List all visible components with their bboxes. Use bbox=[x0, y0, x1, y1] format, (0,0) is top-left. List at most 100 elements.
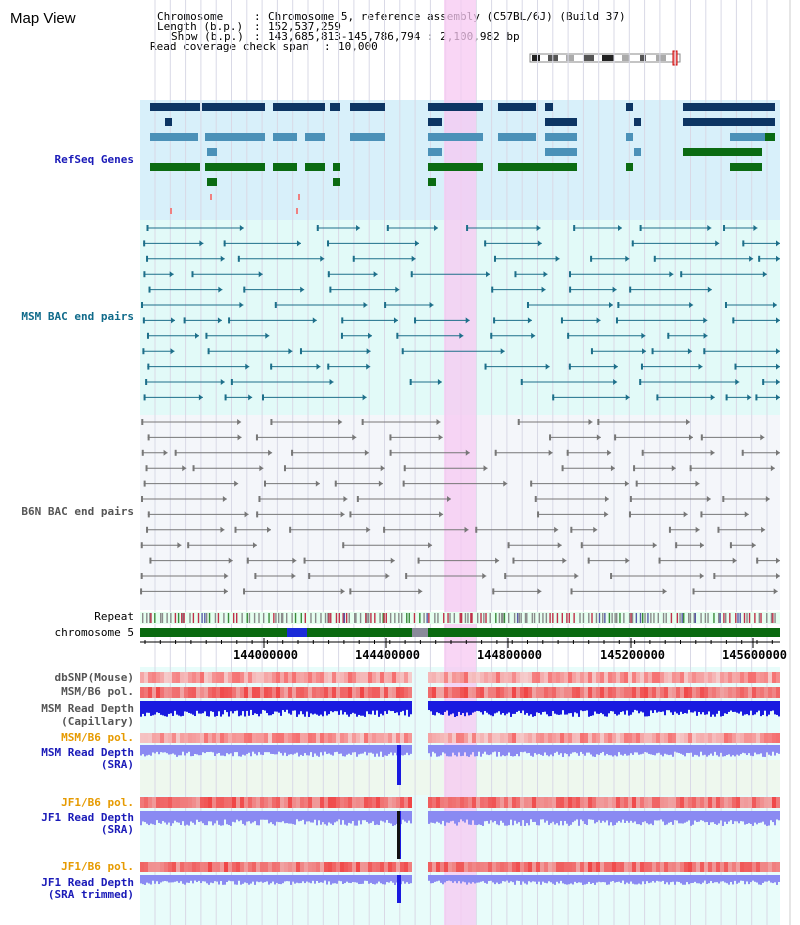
track-label-msm-b6-pol2[interactable]: MSM/B6 pol. bbox=[61, 731, 134, 744]
track-label-msm-bac[interactable]: MSM BAC end pairs bbox=[21, 310, 134, 323]
msm-sra-depth bbox=[160, 745, 162, 753]
msm-sra-depth bbox=[620, 745, 622, 755]
dbsnp-cell bbox=[592, 672, 596, 683]
msm-pol-cell bbox=[504, 687, 508, 698]
jf1-pol2-cell bbox=[772, 862, 776, 872]
b6n-pair-end bbox=[706, 496, 711, 502]
jf1-pol-cell bbox=[216, 797, 220, 808]
msm-pol2-cell bbox=[644, 733, 648, 743]
msm-pol-cell bbox=[536, 687, 540, 698]
msm-cap-depth bbox=[452, 701, 454, 714]
jf1-trim-depth bbox=[322, 875, 324, 883]
msm-cap-depth bbox=[216, 701, 218, 716]
jf1-sra-depth bbox=[264, 811, 266, 820]
repeat-mark bbox=[480, 613, 482, 623]
b6n-pair-end bbox=[291, 573, 296, 579]
track-label-jf1-b6-pol2[interactable]: JF1/B6 pol. bbox=[61, 860, 134, 873]
track-label-jf1-b6-pol[interactable]: JF1/B6 pol. bbox=[61, 796, 134, 809]
msm-pol2-cell bbox=[248, 733, 252, 743]
msm-pair-end bbox=[414, 317, 417, 324]
jf1-sra-depth bbox=[232, 811, 234, 822]
jf1-pol-cell bbox=[460, 797, 464, 808]
msm-bac-pairs[interactable] bbox=[141, 225, 780, 401]
chromosome-bar[interactable] bbox=[140, 628, 780, 637]
track-label-msm-cap-1[interactable]: MSM Read Depth bbox=[41, 702, 134, 715]
jf1-sra-depth bbox=[312, 811, 314, 823]
msm-cap-depth bbox=[328, 701, 330, 715]
jf1-trim-depth bbox=[182, 875, 184, 884]
b6n-bac-pairs[interactable] bbox=[140, 419, 780, 595]
msm-pol-cell bbox=[308, 687, 312, 698]
jf1-sra-depth bbox=[762, 811, 764, 822]
repeat-mark bbox=[707, 613, 709, 623]
msm-sra-depth bbox=[604, 745, 606, 756]
repeat-track[interactable] bbox=[142, 613, 776, 623]
b6n-pair-end bbox=[610, 573, 613, 579]
jf1-pol2-cell bbox=[436, 862, 440, 872]
b6n-pair-end bbox=[503, 480, 508, 487]
msm-sra-depth bbox=[228, 745, 230, 755]
msm-sra-depth bbox=[224, 745, 226, 757]
track-label-b6n-bac[interactable]: B6N BAC end pairs bbox=[21, 505, 134, 518]
msm-sra-depth bbox=[268, 745, 270, 753]
track-label-dbsnp[interactable]: dbSNP(Mouse) bbox=[54, 671, 134, 684]
jf1-sra-depth bbox=[260, 811, 262, 820]
track-label-jf1-trim-1[interactable]: JF1 Read Depth bbox=[41, 876, 134, 889]
b6n-pair-end bbox=[252, 542, 257, 549]
msm-cap-depth bbox=[528, 701, 530, 716]
msm-pol2-cell bbox=[616, 733, 620, 743]
track-label-msm-b6-pol[interactable]: MSM/B6 pol. bbox=[61, 685, 134, 698]
msm-pair-end bbox=[356, 225, 361, 231]
msm-pol-cell bbox=[144, 687, 148, 698]
dbsnp-cell bbox=[300, 672, 304, 683]
jf1-sra-depth bbox=[284, 811, 286, 824]
jf1-pol-cell bbox=[392, 797, 396, 808]
msm-cap-depth bbox=[230, 701, 232, 712]
msm-cap-depth bbox=[696, 701, 698, 716]
gene-exon bbox=[626, 103, 633, 111]
msm-cap-depth bbox=[404, 701, 406, 716]
jf1-pol-cell bbox=[668, 797, 672, 808]
track-label-msm-sra-1[interactable]: MSM Read Depth bbox=[41, 746, 134, 759]
msm-pol2-cell bbox=[464, 733, 468, 743]
jf1-pol2-cell bbox=[168, 862, 172, 872]
msm-pol-cell bbox=[156, 687, 160, 698]
msm-pol-cell bbox=[340, 687, 344, 698]
jf1-trim-depth bbox=[720, 875, 722, 882]
jf1-pol2-cell bbox=[396, 862, 400, 872]
b6n-pair-end bbox=[361, 419, 364, 425]
msm-sra-depth bbox=[176, 745, 178, 757]
jf1-sra-depth bbox=[774, 811, 776, 826]
msm-pair-end bbox=[493, 255, 496, 262]
msm-cap-depth bbox=[554, 701, 556, 714]
msm-sra-depth bbox=[520, 745, 522, 752]
b6n-pair-end bbox=[291, 449, 294, 456]
msm-pol-cell bbox=[592, 687, 596, 698]
repeat-mark bbox=[679, 613, 681, 623]
msm-pol-cell bbox=[364, 687, 368, 698]
jf1-sra-depth bbox=[604, 811, 606, 823]
repeat-mark bbox=[719, 613, 721, 623]
dbsnp-cell bbox=[728, 672, 732, 683]
jf1-pol2-cell bbox=[492, 862, 496, 872]
jf1-sra-depth bbox=[182, 811, 184, 822]
track-label-jf1-sra-1[interactable]: JF1 Read Depth bbox=[41, 811, 134, 824]
msm-cap-depth bbox=[206, 701, 208, 717]
msm-cap-depth bbox=[760, 701, 762, 717]
refseq-genes[interactable] bbox=[150, 103, 775, 214]
coverage-label: Read coverage check span bbox=[150, 40, 309, 53]
data-tracks[interactable] bbox=[140, 672, 780, 903]
msm-pol2-cell bbox=[272, 733, 276, 743]
b6n-pair-end bbox=[604, 511, 609, 518]
jf1-sra-depth bbox=[692, 811, 694, 825]
highlight-region[interactable] bbox=[444, 0, 476, 925]
jf1-pol-cell bbox=[484, 797, 488, 808]
track-label-refseq[interactable]: RefSeq Genes bbox=[54, 153, 134, 166]
jf1-pol-cell bbox=[456, 797, 460, 808]
msm-cap-depth bbox=[482, 701, 484, 715]
jf1-sra-depth bbox=[624, 811, 626, 823]
msm-cap-depth bbox=[352, 701, 354, 713]
jf1-sra-depth bbox=[248, 811, 250, 822]
jf1-trim-depth bbox=[702, 875, 704, 883]
